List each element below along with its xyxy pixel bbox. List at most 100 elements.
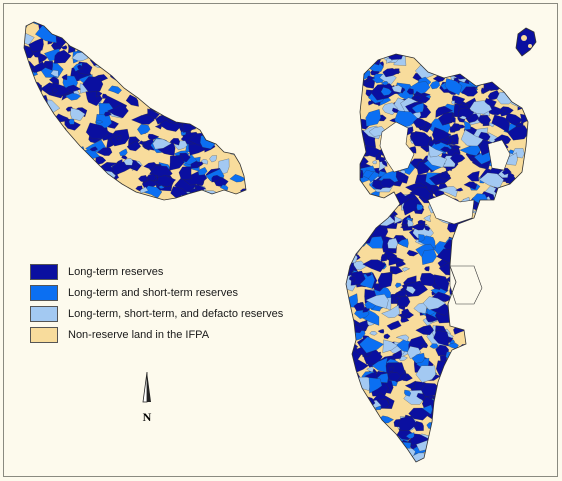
reserve-patch (440, 146, 451, 152)
reserve-patch (435, 434, 450, 445)
legend-swatch-long-term (30, 263, 58, 280)
reserve-patch (346, 382, 354, 390)
reserve-patch (438, 112, 453, 126)
reserve-patch (229, 174, 246, 183)
reserve-patch (82, 76, 104, 93)
reserve-patch (373, 438, 388, 446)
reserve-patch (382, 339, 398, 353)
reserve-patch (501, 275, 512, 282)
reserve-patch (346, 153, 353, 167)
reserve-patch (108, 191, 120, 200)
reserve-patch (519, 390, 527, 396)
reserve-patch (482, 320, 509, 340)
reserve-patch (503, 82, 515, 92)
reserve-patch (424, 266, 430, 272)
reserve-patch (386, 454, 402, 462)
reserve-patch (489, 282, 506, 298)
reserve-patch (346, 88, 352, 100)
reserve-patch (444, 442, 469, 456)
reserve-patch (385, 54, 405, 60)
reserve-patch (438, 400, 450, 411)
reserve-patch (197, 45, 211, 62)
reserve-patch (365, 212, 382, 227)
reserve-patch (209, 155, 217, 163)
reserve-patch (224, 52, 233, 60)
reserve-patch (346, 104, 358, 114)
reserve-patch (518, 293, 528, 310)
reserve-patch (483, 209, 497, 217)
reserve-patch (506, 54, 519, 60)
reserve-patch (516, 337, 528, 351)
reserve-patch (411, 94, 423, 101)
reserve-patch (169, 106, 174, 112)
reserve-patch (523, 366, 528, 374)
reserve-patch (456, 367, 472, 383)
reserve-patch (474, 312, 503, 326)
reserve-patch (223, 27, 238, 43)
reserve-patch (504, 348, 514, 358)
reserve-patch (346, 388, 350, 398)
reserve-patch (193, 83, 205, 99)
reserve-patch (151, 70, 158, 75)
reserve-patch (422, 296, 446, 311)
reserve-patch (506, 59, 517, 68)
reserve-patch (470, 345, 497, 362)
reserve-patch (346, 237, 356, 253)
reserve-patch (512, 329, 528, 342)
reserve-patch (151, 76, 176, 88)
reserve-patch (40, 162, 66, 176)
north-arrow: N (137, 370, 157, 425)
reserve-patch (398, 415, 418, 431)
reserve-patch (107, 48, 114, 54)
reserve-patch (513, 83, 528, 91)
reserve-patch (192, 57, 211, 69)
reserve-patch (227, 123, 241, 136)
reserve-patch (152, 138, 172, 150)
reserve-patch (474, 411, 482, 418)
reserve-patch (235, 144, 246, 152)
reserve-patch (355, 169, 364, 179)
reserve-patch (346, 349, 350, 356)
reserve-patch (503, 188, 514, 201)
reserve-patch (232, 44, 243, 53)
reserve-patch (496, 287, 509, 300)
reserve-patch (475, 435, 489, 450)
reserve-patch (70, 183, 76, 188)
reserve-patch (434, 429, 443, 438)
reserve-patch (101, 22, 117, 34)
reserve-patch (456, 235, 469, 246)
reserve-patch (484, 98, 497, 108)
reserve-patch (139, 186, 149, 194)
reserve-patch (424, 225, 431, 231)
reserve-patch (500, 443, 516, 455)
reserve-patch (359, 456, 371, 462)
reserve-patch (517, 95, 528, 111)
reserve-patch (346, 136, 359, 147)
reserve-patch (233, 107, 246, 121)
legend-label: Long-term, short-term, and defacto reser… (68, 307, 284, 320)
reserve-patch (166, 84, 189, 105)
reserve-patch (402, 267, 411, 272)
reserve-patch (95, 154, 107, 166)
north-arrow-icon (142, 371, 151, 403)
reserve-patch (416, 393, 426, 401)
reserve-patch (346, 348, 349, 354)
reserve-patch (441, 397, 452, 406)
reserve-patch (96, 147, 113, 156)
reserve-patch (93, 27, 109, 44)
reserve-patch (362, 455, 375, 462)
reserve-patch (450, 375, 466, 386)
reserve-patch (513, 415, 528, 428)
reserve-patch (437, 436, 449, 447)
reserve-patch (402, 198, 424, 216)
reserve-patch (346, 140, 355, 149)
reserve-patch (219, 184, 229, 191)
reserve-patch (521, 446, 528, 455)
reserve-patch (196, 25, 201, 31)
reserve-patch (100, 176, 107, 181)
reserve-patch (432, 127, 452, 142)
reserve-patch (119, 148, 128, 157)
reserve-patch (216, 118, 228, 126)
reserve-patch (142, 37, 154, 45)
reserve-patch (215, 35, 232, 49)
